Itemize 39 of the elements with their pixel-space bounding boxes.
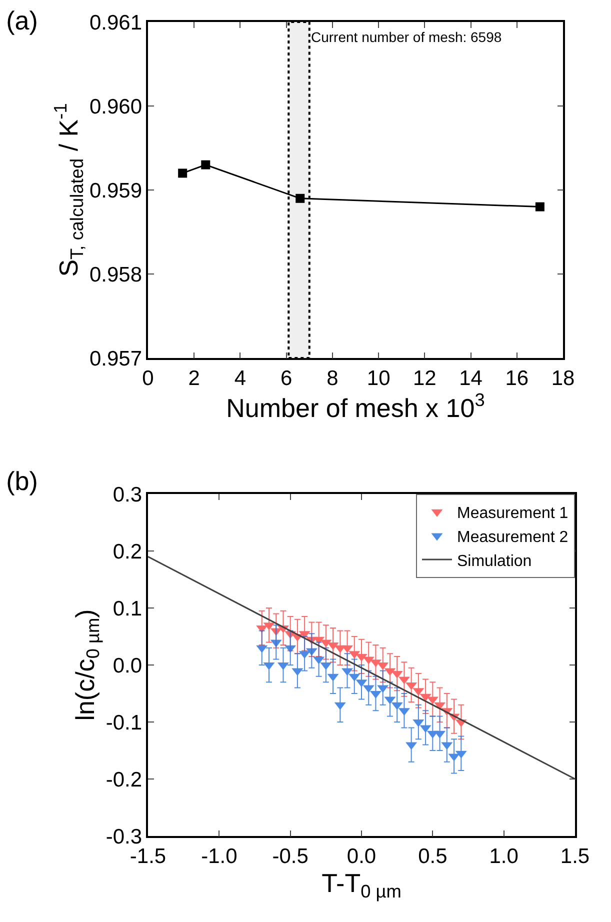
- x-axis-title: T-T$_{0 µm}$: [322, 868, 402, 902]
- x-tick-label: 10: [366, 366, 390, 390]
- y-tick-label: 0.958: [89, 263, 142, 286]
- y-tick-label: 0.2: [112, 540, 142, 564]
- x-tick-label: -0.5: [272, 844, 308, 868]
- x-tick-label: 1.5: [560, 844, 590, 868]
- legend-label: Simulation: [457, 552, 532, 570]
- chart-title: (a): [6, 6, 38, 36]
- x-tick-label: -1.0: [201, 844, 238, 868]
- y-tick-label: 0.3: [112, 483, 142, 506]
- x-axis-title: Number of mesh x 10$^{3}$: [226, 390, 485, 423]
- legend-label: Measurement 1: [457, 505, 568, 522]
- band-label: Current number of mesh: 6598: [311, 29, 502, 45]
- y-tick-label: -0.2: [106, 768, 142, 792]
- chart-title: (b): [6, 466, 38, 496]
- y-tick-label: 0.960: [89, 95, 142, 118]
- x-tick-label: 0.0: [346, 844, 376, 868]
- y-tick-label: 0.1: [112, 597, 142, 620]
- point: [201, 160, 210, 170]
- x-tick-label: 12: [412, 366, 436, 390]
- y-tick-label: 0.959: [89, 179, 142, 202]
- legend-label: Measurement 2: [457, 528, 568, 546]
- point: [535, 202, 544, 212]
- x-tick-label: 1.0: [489, 844, 518, 868]
- x-tick-label: 16: [505, 366, 529, 390]
- x-tick-label: 0: [142, 366, 154, 390]
- y-tick-label: 0.961: [89, 11, 142, 34]
- x-tick-label: 18: [551, 366, 575, 390]
- x-tick-label: 2: [188, 366, 200, 390]
- point: [178, 168, 188, 178]
- x-tick-label: 8: [326, 366, 338, 390]
- point: [296, 194, 305, 203]
- y-tick-label: 0.957: [89, 347, 142, 370]
- x-tick-label: 4: [234, 366, 246, 390]
- y-tick-label: 0.0: [112, 654, 142, 678]
- x-tick-label: 14: [459, 366, 483, 390]
- x-tick-label: 6: [280, 366, 292, 390]
- y-tick-label: -0.1: [106, 711, 142, 734]
- x-tick-label: 0.5: [418, 844, 448, 868]
